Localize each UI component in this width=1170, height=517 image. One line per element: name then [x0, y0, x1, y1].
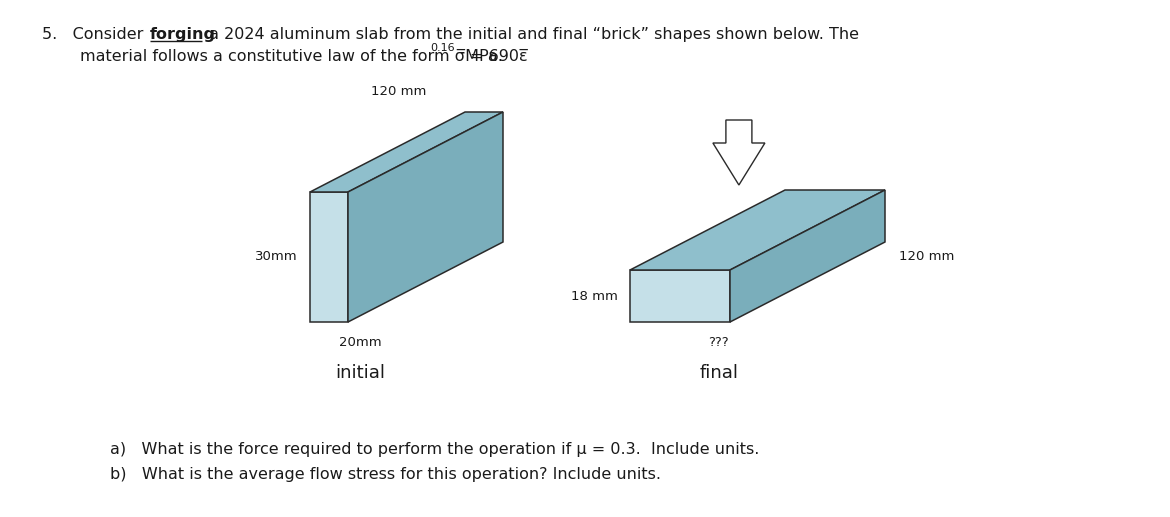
Text: 18 mm: 18 mm — [571, 290, 618, 302]
Text: 20mm: 20mm — [338, 336, 381, 349]
Polygon shape — [629, 270, 730, 322]
Text: 30mm: 30mm — [255, 251, 298, 264]
Text: MPa.: MPa. — [460, 49, 503, 64]
Text: material follows a constitutive law of the form σ̅ = 690ε̅: material follows a constitutive law of t… — [80, 49, 528, 64]
Text: final: final — [700, 364, 738, 382]
Polygon shape — [713, 120, 765, 185]
Polygon shape — [629, 190, 885, 270]
Text: b)   What is the average flow stress for this operation? Include units.: b) What is the average flow stress for t… — [110, 467, 661, 482]
Text: initial: initial — [335, 364, 385, 382]
Polygon shape — [730, 190, 885, 322]
Text: 120 mm: 120 mm — [371, 85, 426, 98]
Text: 5.   Consider: 5. Consider — [42, 27, 149, 42]
Text: 0.16: 0.16 — [431, 43, 455, 53]
Text: a 2024 aluminum slab from the initial and final “brick” shapes shown below. The: a 2024 aluminum slab from the initial an… — [204, 27, 859, 42]
Polygon shape — [310, 192, 347, 322]
Polygon shape — [310, 112, 503, 192]
Text: a)   What is the force required to perform the operation if μ = 0.3.  Include un: a) What is the force required to perform… — [110, 442, 759, 457]
Text: forging: forging — [150, 27, 216, 42]
Text: ???: ??? — [709, 336, 729, 349]
Text: 120 mm: 120 mm — [899, 250, 955, 263]
Polygon shape — [347, 112, 503, 322]
